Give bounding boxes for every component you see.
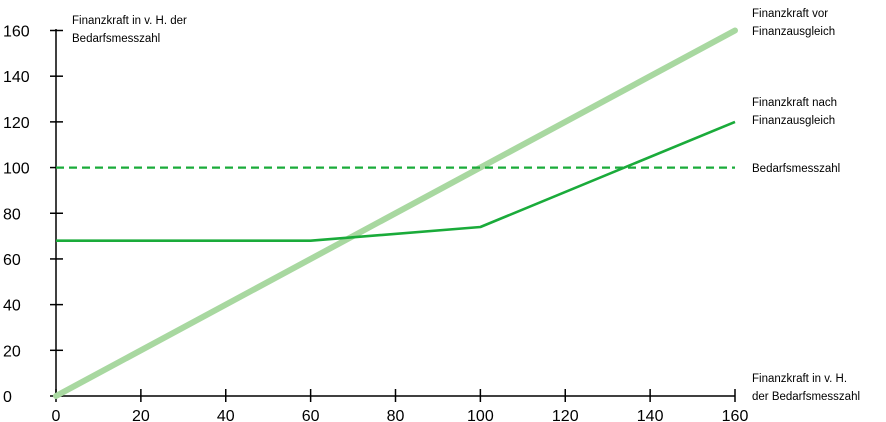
- legend-label-after: Finanzkraft nach Finanzausgleich: [752, 97, 840, 127]
- y-tick-label: 20: [3, 343, 21, 360]
- x-ticks: 0 20 40 60 80 100 120 140 160: [52, 389, 749, 422]
- y-tick-label: 140: [3, 69, 30, 86]
- x-tick-label: 120: [552, 408, 579, 422]
- series-line-after: [56, 120, 736, 242]
- y-axis: 0 20 40 60 80 100 120 140 160: [3, 24, 63, 406]
- x-axis-label-line-2: der Bedarfsmesszahl: [752, 391, 860, 403]
- x-tick-label: 140: [637, 408, 664, 422]
- x-tick-label: 100: [467, 408, 494, 422]
- y-tick-label: 120: [3, 115, 30, 132]
- x-tick-label: 80: [387, 408, 405, 422]
- x-tick-label: 40: [217, 408, 235, 422]
- x-tick-label: 60: [302, 408, 320, 422]
- x-tick-label: 160: [722, 408, 749, 422]
- y-tick-label: 160: [3, 24, 30, 41]
- y-tick-label: 60: [3, 252, 21, 269]
- x-tick-label: 20: [132, 408, 150, 422]
- y-ticks: 0 20 40 60 80 100 120 140 160: [3, 24, 63, 406]
- legend-label-bedarf-line-1: Bedarfsmesszahl: [752, 163, 840, 175]
- legend-label-bedarf: Bedarfsmesszahl: [752, 163, 840, 175]
- legend-label-after-line-2: Finanzausgleich: [752, 115, 835, 127]
- x-axis: 0 20 40 60 80 100 120 140 160: [52, 389, 749, 422]
- x-tick-label: 0: [52, 408, 61, 422]
- y-axis-label-line-2: Bedarfsmesszahl: [72, 33, 160, 45]
- legend-label-before: Finanzkraft vor Finanzausgleich: [752, 8, 835, 38]
- x-axis-label-line-1: Finanzkraft in v. H.: [752, 373, 847, 385]
- series-line-before: [53, 27, 738, 399]
- x-axis-label: Finanzkraft in v. H. der Bedarfsmesszahl: [752, 373, 860, 403]
- series-layer: [53, 27, 738, 399]
- legend-label-after-line-1: Finanzkraft nach: [752, 97, 837, 109]
- legend-label-before-line-1: Finanzkraft vor: [752, 8, 828, 20]
- y-tick-label: 0: [3, 389, 12, 406]
- y-tick-label: 40: [3, 298, 21, 315]
- y-tick-label: 100: [3, 161, 30, 178]
- y-axis-label-line-1: Finanzkraft in v. H. der: [72, 15, 187, 27]
- y-axis-label: Finanzkraft in v. H. der Bedarfsmesszahl: [72, 15, 190, 45]
- legend-label-before-line-2: Finanzausgleich: [752, 26, 835, 38]
- y-tick-label: 80: [3, 206, 21, 223]
